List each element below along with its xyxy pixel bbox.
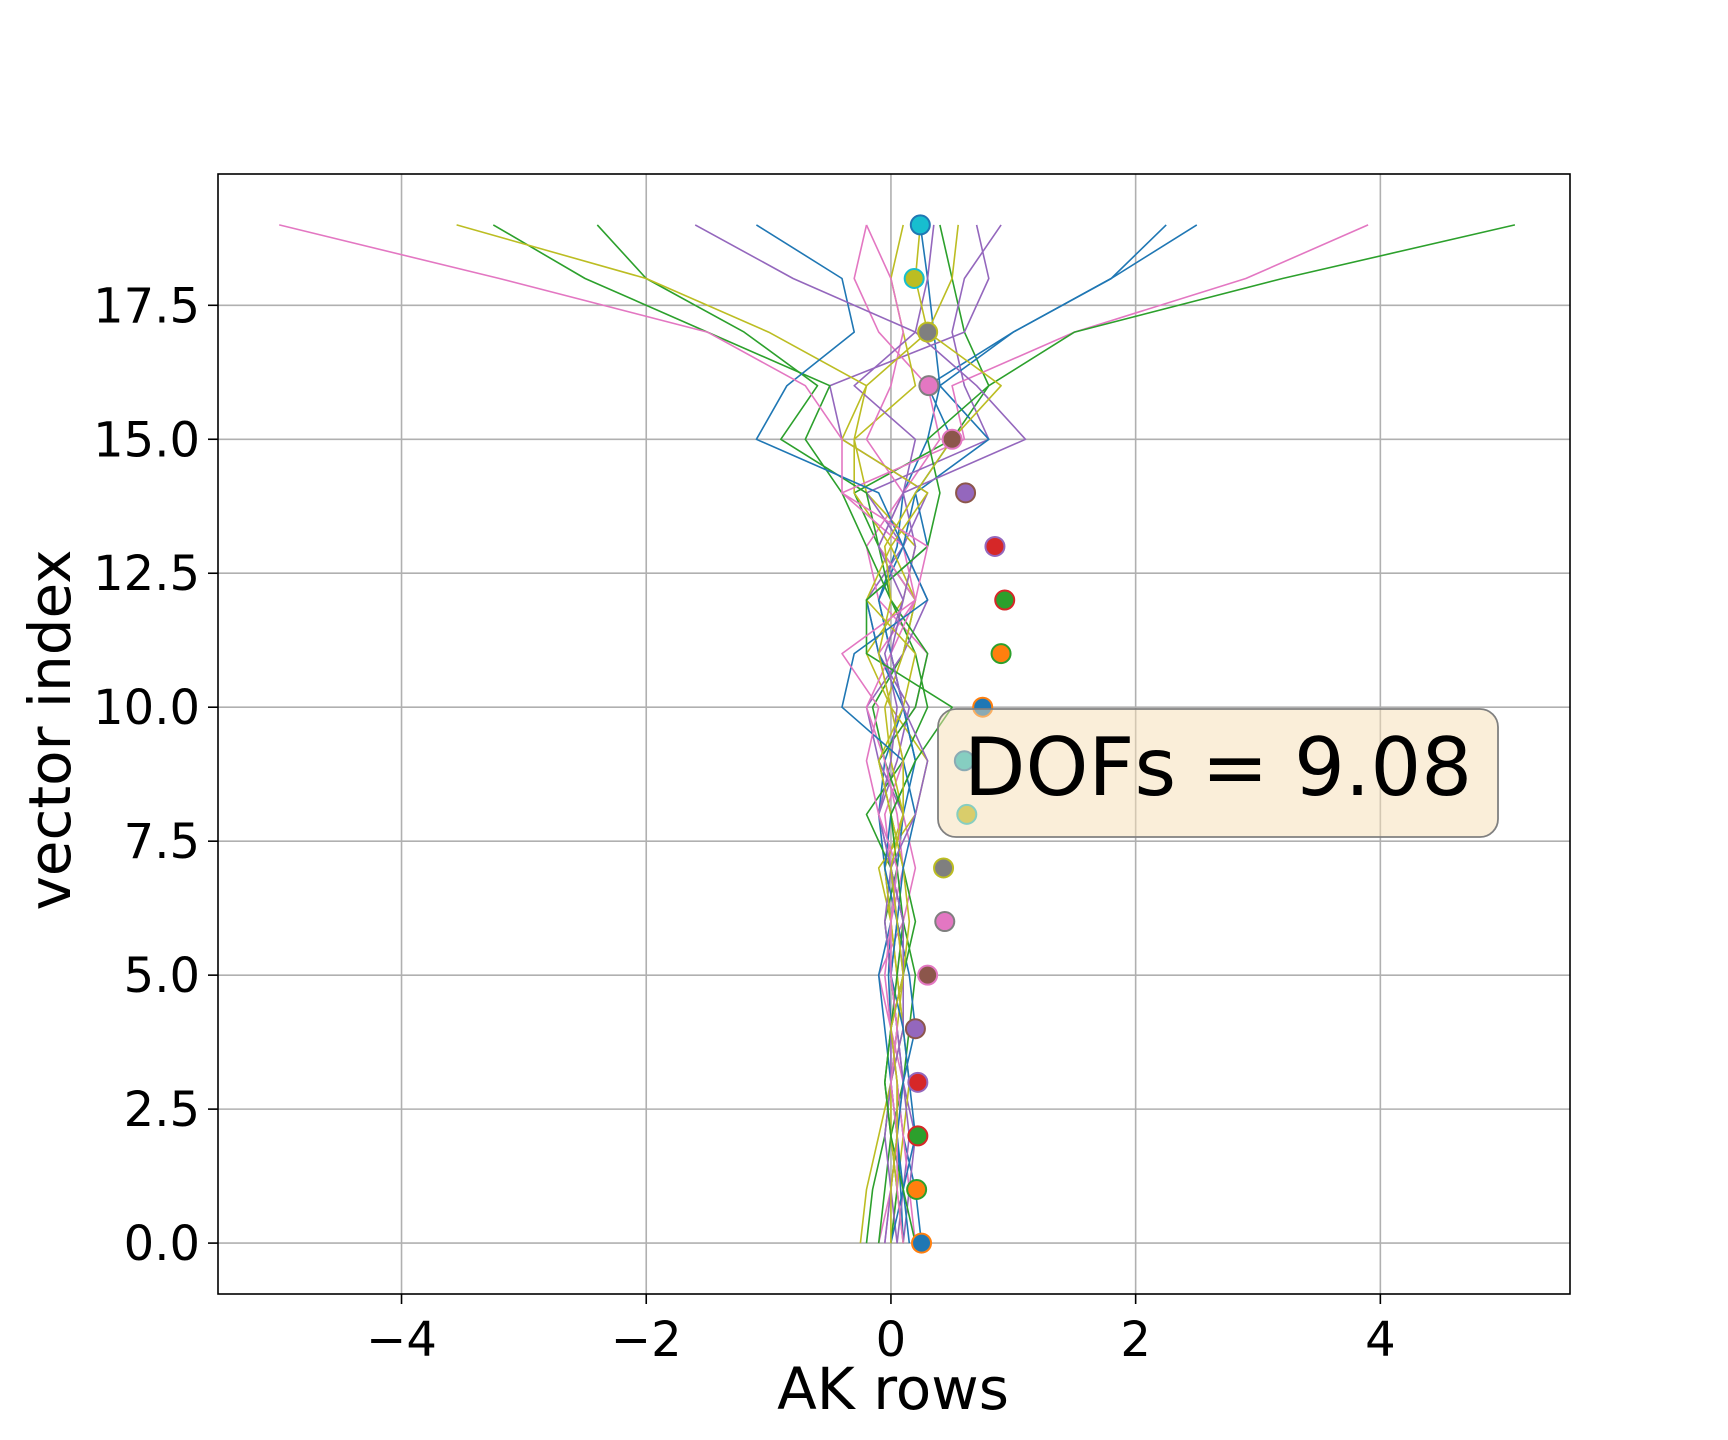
diagonal-marker [934, 911, 956, 933]
diagonal-marker [911, 1232, 933, 1254]
diagonal-marker [917, 321, 939, 343]
x-tick-label: 0 [876, 1312, 907, 1368]
y-tick-label: 7.5 [124, 814, 200, 870]
diagonal-marker [906, 1179, 928, 1201]
diagonal-marker [903, 267, 925, 289]
x-tick-label: −2 [611, 1312, 682, 1368]
plot-frame [217, 173, 1571, 1295]
y-tick-label: 12.5 [93, 546, 200, 602]
y-tick-label: 0.0 [124, 1216, 200, 1272]
diagonal-marker [990, 643, 1012, 665]
y-tick-label: 5.0 [124, 948, 200, 1004]
x-axis-label: AK rows [777, 1355, 1009, 1423]
ak-row-line [865, 224, 1198, 1244]
y-axis-ticks: 0.0 2.5 5.0 7.5 10.0 12.5 15.0 17.5 [93, 278, 218, 1272]
diagonal-marker [907, 1125, 929, 1147]
ak-row-line [853, 224, 935, 1244]
annotation-text: DOFs = 9.08 [964, 721, 1472, 814]
diagonal-marker [917, 964, 939, 986]
y-axis-label: vector index [16, 549, 84, 910]
diagonal-marker [984, 535, 1006, 557]
diagonal-marker [941, 428, 963, 450]
x-axis-ticks: −4 −2 0 2 4 [366, 1294, 1396, 1368]
diagonal-marker [955, 482, 977, 504]
diagonal-marker [994, 589, 1016, 611]
ak-row-line [865, 224, 1516, 1244]
ak-row-line [877, 224, 1002, 1244]
annotation-box [937, 708, 1499, 838]
ak-row-line [279, 224, 929, 1244]
diagonal-marker [909, 214, 931, 236]
x-tick-label: 4 [1365, 1312, 1396, 1368]
diagonal-marker [907, 1071, 929, 1093]
diagonal-marker [918, 375, 940, 397]
dofs-annotation: DOFs = 9.08 [937, 708, 1499, 838]
y-tick-label: 17.5 [93, 278, 200, 334]
x-tick-label: 2 [1120, 1312, 1151, 1368]
diagonal-marker [904, 1018, 926, 1040]
ak-row-line [694, 224, 1027, 1244]
y-tick-label: 2.5 [124, 1082, 200, 1138]
x-tick-label: −4 [366, 1312, 437, 1368]
diagonal-marker [933, 857, 955, 879]
y-tick-label: 10.0 [93, 680, 200, 736]
y-tick-label: 15.0 [93, 412, 200, 468]
